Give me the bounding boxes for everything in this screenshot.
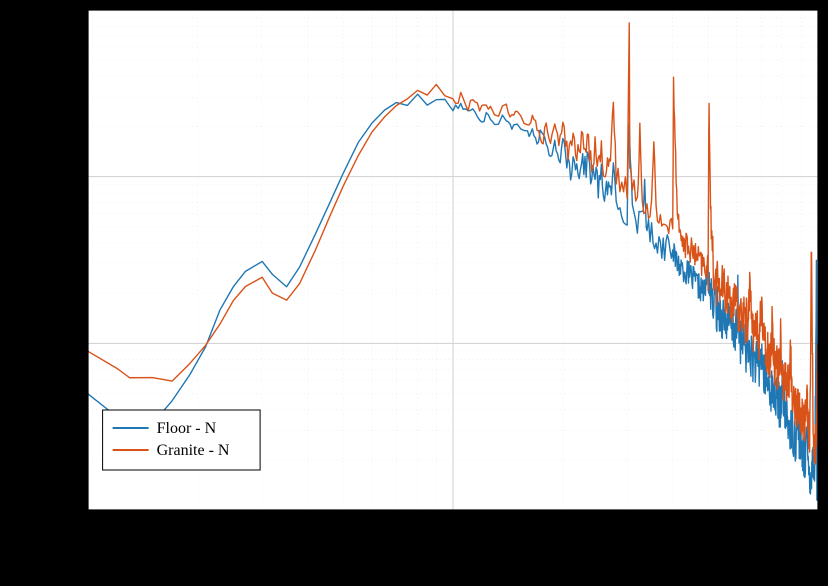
svg-text:2: 2 bbox=[824, 516, 828, 527]
x-axis-label: Frequency [Hz] bbox=[406, 546, 501, 562]
y-axis-label: ASD [m/s2/√Hz] bbox=[13, 210, 31, 311]
svg-text:-5: -5 bbox=[58, 166, 66, 177]
asd-chart: 10010110210-710-610-510-4Frequency [Hz]A… bbox=[0, 0, 828, 586]
svg-text:-6: -6 bbox=[58, 332, 66, 343]
svg-text:10: 10 bbox=[440, 521, 454, 536]
legend-box bbox=[103, 410, 261, 470]
svg-text:1: 1 bbox=[459, 516, 464, 527]
legend-label-0: Floor - N bbox=[157, 420, 217, 437]
svg-text:-7: -7 bbox=[58, 499, 66, 510]
svg-text:0: 0 bbox=[94, 516, 99, 527]
svg-text:ASD [m/s2/√Hz]: ASD [m/s2/√Hz] bbox=[13, 210, 31, 311]
svg-text:-4: -4 bbox=[58, 0, 66, 10]
legend-label-1: Granite - N bbox=[157, 442, 230, 459]
svg-text:10: 10 bbox=[75, 521, 89, 536]
svg-text:10: 10 bbox=[805, 521, 819, 536]
